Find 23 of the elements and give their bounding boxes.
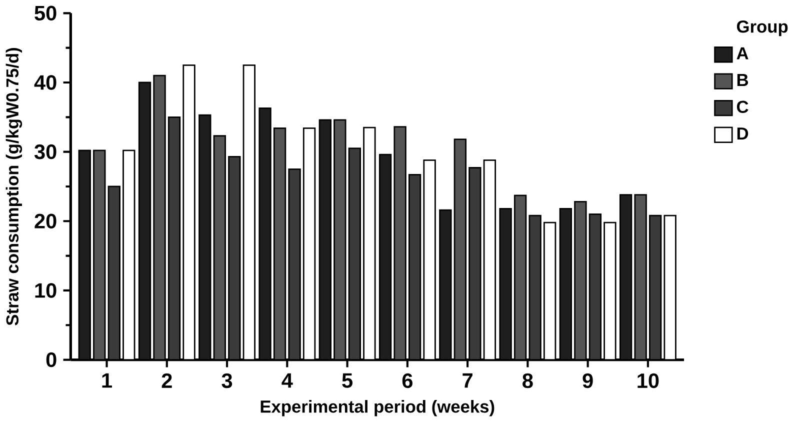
y-tick-label: 40: [34, 75, 56, 90]
y-tick-label: 50: [34, 6, 56, 21]
x-tick-label: 1: [102, 373, 112, 388]
y-tick-label: 10: [35, 283, 56, 298]
y-axis-title: Straw consumption (g/kgW0.75/d): [6, 48, 22, 326]
x-axis-title: Experimental period (weeks): [260, 400, 494, 416]
x-tick-label: 5: [342, 373, 352, 388]
x-tick-label: 10: [638, 373, 659, 388]
legend-title: Group: [736, 20, 788, 36]
y-tick-label: 20: [34, 214, 56, 229]
legend-label: D: [737, 128, 748, 140]
x-tick-label: 4: [282, 373, 293, 388]
x-tick-label: 7: [462, 373, 472, 388]
x-tick-label: 8: [522, 373, 533, 388]
x-tick-label: 9: [582, 373, 593, 388]
y-tick-label: 30: [34, 144, 56, 160]
legend-label: A: [736, 47, 748, 60]
legend-label: C: [736, 100, 748, 113]
x-tick-label: 3: [222, 373, 232, 388]
x-tick-label: 6: [402, 373, 412, 388]
x-tick-label: 2: [162, 373, 172, 388]
y-tick-label: 0: [46, 352, 56, 368]
legend-label: B: [737, 74, 748, 86]
